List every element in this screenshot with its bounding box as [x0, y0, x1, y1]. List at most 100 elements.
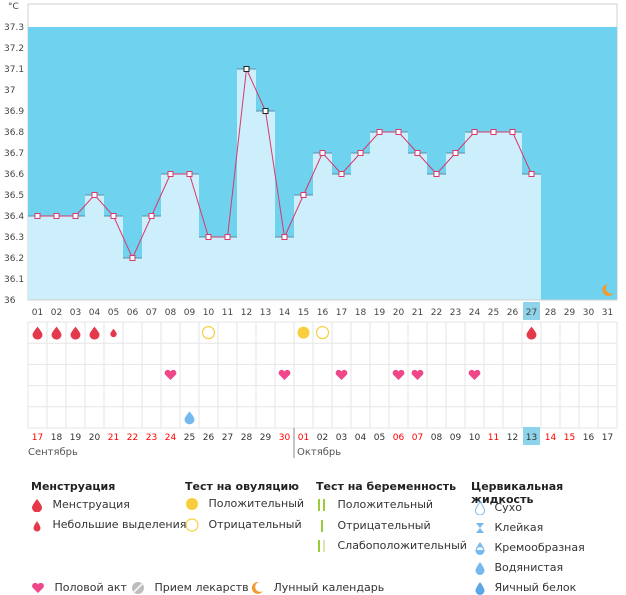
temperature-point — [414, 150, 421, 156]
day-label: 12 — [241, 308, 252, 318]
temperature-bar — [218, 237, 237, 300]
date-label: 06 — [393, 433, 405, 443]
y-tick-label: 37 — [4, 86, 15, 96]
day-label: 02 — [51, 308, 62, 318]
temperature-bar — [465, 132, 484, 300]
moon-icon — [602, 283, 614, 296]
temperature-bar — [484, 132, 503, 300]
legend-ovulation-negative: Отрицательный — [185, 518, 302, 532]
temperature-point — [357, 150, 364, 156]
legend-pregnancy-weak: Слабоположительный — [316, 539, 467, 552]
legend-cervical-sticky: Клейкая — [474, 521, 543, 535]
y-tick-label: 36.9 — [4, 107, 24, 117]
temperature-bar — [275, 237, 294, 300]
temperature-point — [281, 234, 288, 240]
legend-spotting-label: Небольшие выделения — [52, 518, 187, 531]
day-label: 06 — [127, 308, 139, 318]
legend-lunar-label: Лунный календарь — [273, 581, 385, 594]
current-date-highlight — [523, 427, 540, 445]
temperature-point — [509, 129, 516, 135]
temperature-bar — [370, 132, 389, 300]
day-label: 23 — [450, 308, 461, 318]
temperature-point — [91, 192, 98, 198]
date-label: 08 — [431, 433, 443, 443]
temperature-point — [471, 129, 478, 135]
date-label: 24 — [165, 433, 177, 443]
temperature-point — [319, 150, 326, 156]
y-tick-label: 36.7 — [4, 149, 24, 159]
date-label: 30 — [279, 433, 291, 443]
day-label: 09 — [184, 308, 196, 318]
day-label: 24 — [469, 308, 481, 318]
legend-intercourse-label: Половой акт — [54, 581, 127, 594]
temperature-bar — [142, 216, 161, 300]
temperature-bar — [66, 216, 85, 300]
legend-cervical-eggwhite-label: Яичный белок — [494, 581, 577, 594]
pill-icon — [132, 582, 144, 594]
day-label: 22 — [431, 308, 442, 318]
day-label: 01 — [32, 308, 43, 318]
date-label: 15 — [564, 433, 575, 443]
blood-drop-icon — [526, 326, 537, 340]
legend-ovulation-positive-label: Положительный — [208, 497, 305, 510]
blood-drop-icon — [51, 326, 62, 340]
legend-medication-label: Прием лекарств — [154, 581, 249, 594]
y-tick-label: 36.2 — [4, 254, 24, 264]
temperature-point — [129, 255, 136, 261]
ovulation-positive-icon — [297, 326, 310, 339]
temperature-bar — [522, 174, 541, 300]
date-label: 13 — [526, 433, 537, 443]
temperature-point — [110, 213, 117, 219]
legend-ovulation-positive: Положительный — [185, 497, 304, 511]
legend-pregnancy-title: Тест на беременность — [316, 480, 457, 493]
date-label: 26 — [203, 433, 215, 443]
temperature-point — [433, 171, 440, 177]
current-day-highlight — [523, 302, 540, 320]
temperature-bar — [123, 258, 142, 300]
legend-pregnancy-negative: Отрицательный — [316, 519, 431, 532]
legend-pregnancy-weak-label: Слабоположительный — [337, 539, 467, 552]
bbt-chart: 37.3 37.2 37.1 37 36.9 36.8 36.7 36.6 36.5 36.4 36… — [4, 2, 618, 458]
temperature-bar — [351, 153, 370, 300]
temperature-bar — [161, 174, 180, 300]
legend-menstruation-label: Менструация — [52, 498, 130, 511]
egg-white-drop-icon — [475, 582, 485, 595]
temperature-point — [34, 213, 41, 219]
temperature-bar — [408, 153, 427, 300]
day-label: 17 — [336, 308, 347, 318]
month-label: Сентябрь — [28, 447, 78, 458]
legend-menstruation-title: Менструация — [31, 480, 116, 493]
y-tick-label: 37.2 — [4, 44, 24, 54]
date-label: 18 — [51, 433, 63, 443]
date-label: 17 — [32, 433, 43, 443]
date-label: 01 — [298, 433, 309, 443]
heart-icon — [335, 369, 348, 380]
temperature-bar — [503, 132, 522, 300]
date-label: 02 — [317, 433, 328, 443]
temperature-bar — [237, 69, 256, 300]
temperature-point — [262, 108, 269, 114]
legend-lunar: Лунный календарь — [250, 581, 384, 595]
temperature-bar — [332, 174, 351, 300]
temperature-bar — [313, 153, 332, 300]
temperature-bar — [446, 153, 465, 300]
sticky-hourglass-icon — [476, 523, 484, 533]
y-unit-label: °C — [8, 2, 19, 12]
day-label: 15 — [298, 308, 309, 318]
day-label: 18 — [355, 308, 367, 318]
date-label: 10 — [469, 433, 481, 443]
day-label: 05 — [108, 308, 119, 318]
temperature-point — [72, 213, 79, 219]
legend-cervical-watery-label: Водянистая — [494, 561, 564, 574]
day-label: 29 — [564, 308, 576, 318]
legend-cervical-watery: Водянистая — [474, 561, 563, 575]
dry-drop-icon — [474, 501, 486, 516]
temperature-point — [338, 171, 345, 177]
heart-icon — [468, 369, 481, 380]
heart-icon — [392, 369, 405, 380]
month-label: Октябрь — [297, 447, 341, 458]
temperature-bar — [104, 216, 123, 300]
y-tick-label: 36 — [4, 296, 16, 306]
blood-drop-icon — [32, 499, 42, 513]
temperature-point — [224, 234, 231, 240]
